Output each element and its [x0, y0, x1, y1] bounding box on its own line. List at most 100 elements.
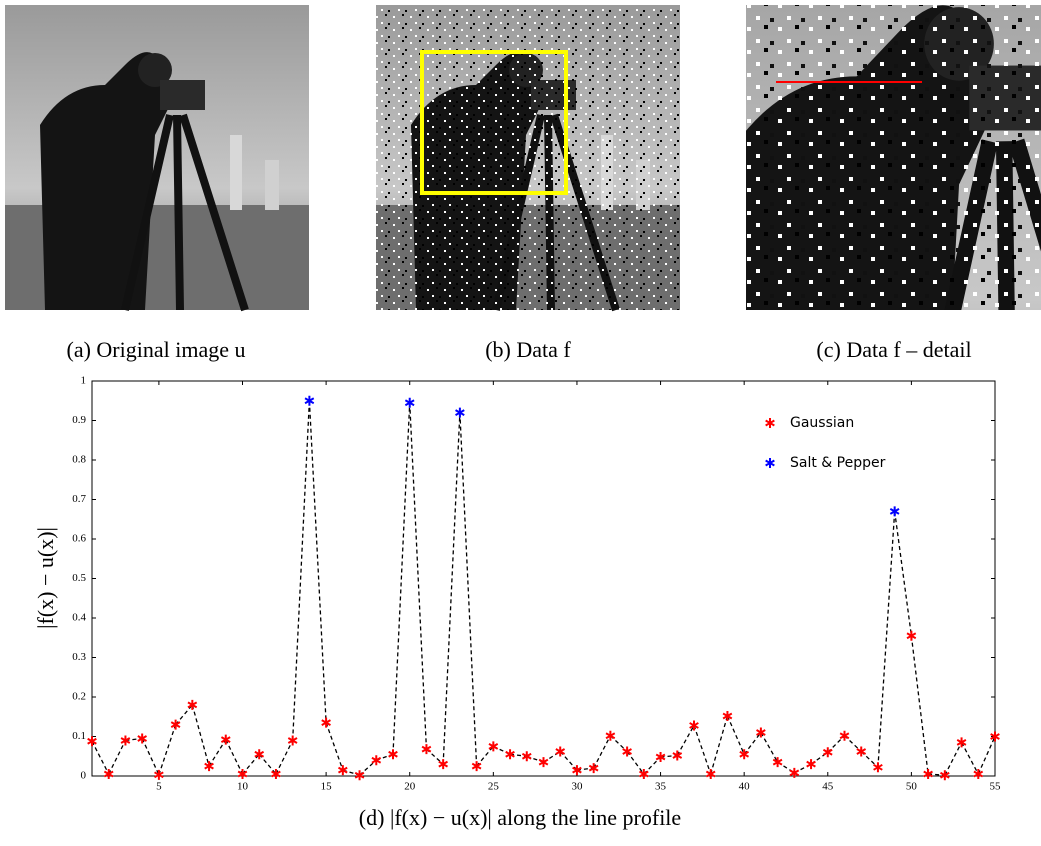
profile-segment — [276, 740, 293, 774]
profile-segment — [226, 740, 243, 774]
caption: (c) Data f – detail — [816, 337, 971, 362]
x-tick-label: 5 — [156, 781, 162, 793]
data-point — [171, 720, 180, 730]
data-point — [288, 735, 297, 745]
x-tick-label: 40 — [739, 781, 751, 793]
data-point — [874, 762, 883, 772]
data-point — [322, 718, 331, 728]
data-point — [456, 408, 465, 418]
legend-marker — [766, 418, 775, 428]
plot-frame — [92, 381, 995, 776]
y-tick-label: 0.1 — [72, 730, 86, 742]
data-point — [623, 747, 632, 757]
profile-segment — [259, 754, 276, 774]
profile-segment — [744, 733, 761, 755]
profile-segment — [711, 716, 728, 774]
data-point — [723, 711, 732, 721]
y-tick-label: 0 — [81, 770, 87, 782]
y-tick-label: 0.5 — [72, 572, 86, 584]
data-point — [940, 770, 949, 780]
data-point — [823, 747, 832, 757]
data-point — [907, 631, 916, 641]
profile-segment — [109, 740, 126, 774]
data-point — [355, 770, 364, 780]
profile-segment — [192, 705, 209, 766]
data-point — [840, 731, 849, 741]
profile-segment — [209, 740, 226, 766]
profile-segment — [962, 742, 979, 774]
data-point — [338, 765, 347, 775]
data-point — [890, 506, 899, 516]
profile-segment — [911, 636, 928, 774]
data-point — [104, 769, 113, 779]
data-point — [539, 757, 548, 767]
y-tick-label: 0.4 — [72, 612, 86, 624]
profile-segment — [594, 736, 611, 768]
x-tick-label: 25 — [488, 781, 500, 793]
data-point — [857, 747, 866, 757]
panel-c — [652, 0, 1041, 563]
profile-segment — [142, 738, 159, 774]
data-point — [405, 398, 414, 408]
caption: (a) Original image u — [67, 337, 246, 362]
data-point — [522, 751, 531, 761]
x-tick-label: 10 — [237, 781, 249, 793]
data-point — [773, 757, 782, 767]
data-point — [606, 731, 615, 741]
data-point — [389, 749, 398, 759]
profile-segment — [460, 413, 477, 767]
data-point — [205, 761, 214, 771]
y-tick-label: 0.8 — [72, 454, 86, 466]
profile-segment — [159, 725, 176, 775]
caption: (d) |f(x) − u(x)| along the line profile — [359, 805, 681, 830]
data-point — [957, 737, 966, 747]
profile-segment — [895, 511, 912, 635]
profile-segment — [761, 733, 778, 763]
profile-segment — [326, 723, 343, 770]
x-tick-label: 15 — [321, 781, 333, 793]
profile-segment — [945, 742, 962, 775]
profile-segment — [176, 705, 193, 725]
data-point — [974, 769, 983, 779]
data-point — [556, 747, 565, 757]
legend-marker — [766, 458, 775, 468]
profile-segment — [443, 413, 460, 765]
legend-label: Salt & Pepper — [790, 455, 886, 471]
profile-segment — [309, 401, 326, 723]
panel-a — [5, 5, 309, 310]
data-point — [706, 769, 715, 779]
profile-segment — [560, 752, 577, 771]
profile-segment — [393, 403, 410, 755]
data-point — [238, 769, 247, 779]
y-tick-label: 0.3 — [72, 651, 86, 663]
legend-label: Gaussian — [790, 415, 854, 431]
profile-segment — [878, 511, 895, 767]
profile-segment — [677, 725, 694, 755]
y-tick-label: 0.7 — [72, 493, 86, 505]
data-point — [472, 761, 481, 771]
x-tick-label: 45 — [822, 781, 834, 793]
y-axis-label: |f(x) − u(x)| — [33, 527, 58, 629]
data-point — [138, 733, 147, 743]
y-tick-label: 1 — [81, 375, 87, 387]
figure: (a) Original image u (b) Data f (c) Data… — [0, 0, 1041, 846]
profile-segment — [727, 716, 744, 754]
data-point — [305, 396, 314, 406]
x-tick-label: 30 — [571, 781, 583, 793]
data-point — [221, 735, 230, 745]
data-point — [422, 744, 431, 754]
x-tick-label: 35 — [655, 781, 667, 793]
profile-segment — [293, 401, 310, 741]
profile-segment — [694, 725, 711, 774]
profile-segment — [477, 746, 494, 766]
profile-segment — [92, 741, 109, 774]
data-point — [690, 720, 699, 730]
data-point — [807, 759, 816, 769]
x-tick-label: 20 — [404, 781, 416, 793]
profile-segment — [243, 754, 260, 774]
y-tick-label: 0.9 — [72, 414, 86, 426]
data-point — [88, 736, 97, 746]
profile-segment — [978, 737, 995, 775]
data-point — [589, 763, 598, 773]
x-tick-label: 55 — [990, 781, 1002, 793]
